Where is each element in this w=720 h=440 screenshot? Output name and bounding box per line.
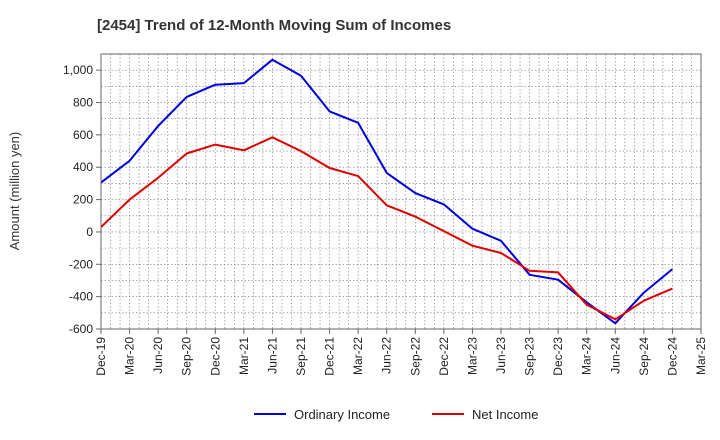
x-tick-label: Jun-24	[608, 337, 622, 374]
x-tick-label: Dec-21	[323, 337, 337, 376]
x-tick-label: Sep-23	[523, 337, 537, 376]
x-tick-label: Dec-23	[551, 337, 565, 376]
legend-label: Ordinary Income	[294, 407, 390, 422]
y-axis-label: Amount (million yen)	[7, 132, 22, 251]
chart-title: [2454] Trend of 12-Month Moving Sum of I…	[97, 17, 451, 34]
legend-label: Net Income	[472, 407, 538, 422]
plot-area-frame	[100, 53, 702, 330]
x-tick-label: Jun-23	[494, 337, 508, 374]
x-tick-label: Mar-24	[580, 337, 594, 375]
y-tick-label: -600	[69, 322, 93, 336]
x-tick-label: Jun-22	[380, 337, 394, 374]
x-tick-label: Dec-20	[208, 337, 222, 376]
x-tick-label: Jun-21	[265, 337, 279, 374]
x-tick-label: Sep-24	[637, 337, 651, 376]
x-tick-label: Sep-22	[408, 337, 422, 376]
x-tick-label: Mar-22	[351, 337, 365, 375]
y-tick-label: -200	[69, 257, 93, 271]
x-tick-label: Sep-21	[294, 337, 308, 376]
y-tick-label: 200	[73, 193, 93, 207]
y-tick-label: 1,000	[63, 63, 93, 77]
x-tick-label: Dec-22	[437, 337, 451, 376]
series-line-net-income	[100, 136, 673, 321]
x-tick-label: Mar-20	[123, 337, 137, 375]
x-tick-label: Jun-20	[151, 337, 165, 374]
y-tick-label: 0	[86, 225, 93, 239]
x-tick-label: Sep-20	[180, 337, 194, 376]
y-tick-label: 600	[73, 128, 93, 142]
x-tick-label: Mar-23	[465, 337, 479, 375]
y-axis-ticks: -600 -400 -200 0 200 400 600 800 1,000	[63, 63, 101, 336]
x-axis-ticks: Dec-19 Mar-20 Jun-20 Sep-20 Dec-20 Mar-21 Jun-…	[94, 329, 708, 376]
grid-lines	[101, 54, 701, 329]
y-tick-label: 800	[73, 96, 93, 110]
series-lines	[100, 58, 674, 325]
x-tick-label: Dec-19	[94, 337, 108, 376]
legend: Ordinary Income Net Income	[254, 407, 538, 422]
y-tick-label: -400	[69, 290, 93, 304]
y-tick-label: 400	[73, 160, 93, 174]
x-tick-label: Mar-25	[694, 337, 708, 375]
x-tick-label: Mar-21	[237, 337, 251, 375]
x-tick-label: Dec-24	[665, 337, 679, 376]
